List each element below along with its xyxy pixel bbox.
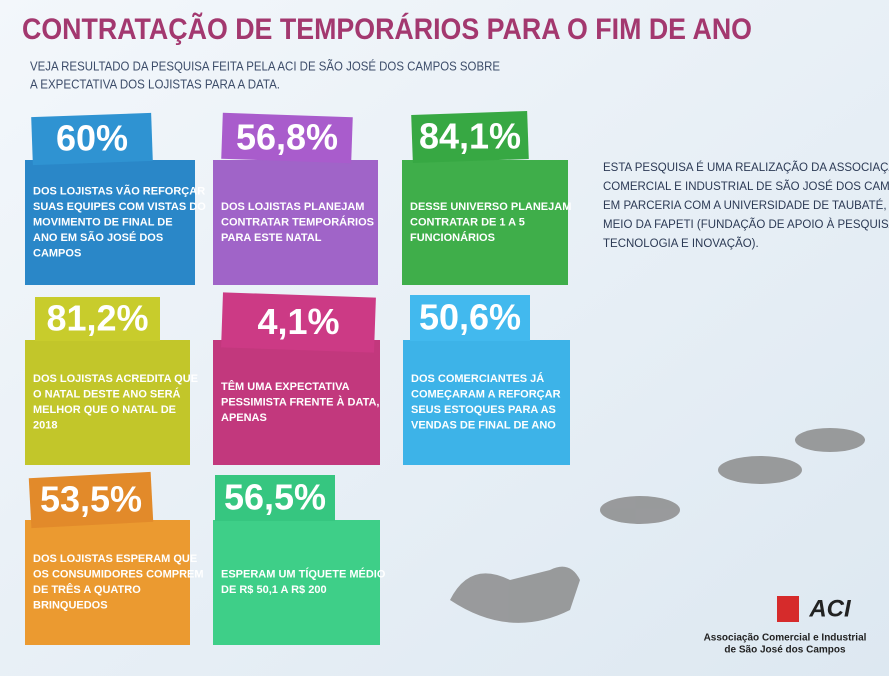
card-label-box — [221, 112, 353, 164]
subtitle: VEJA RESULTADO DA PESQUISA FEITA PELA AC… — [30, 58, 500, 73]
card-value: 60% — [56, 118, 128, 159]
card-body — [25, 160, 195, 285]
card-value: 53,5% — [40, 479, 142, 520]
card-text: DE R$ 50,1 A R$ 200 — [221, 584, 327, 596]
card-text: SUAS EQUIPES COM VISTAS DO — [33, 201, 206, 213]
subtitle: A EXPECTATIVA DOS LOJISTAS PARA A DATA. — [30, 76, 280, 91]
card-text: MOVIMENTO DE FINAL DE — [33, 216, 173, 228]
card-text: DE TRÊS A QUATRO — [33, 583, 141, 596]
card-label-box — [410, 295, 530, 341]
card-text: PARA ESTE NATAL — [221, 232, 322, 244]
note-text: MEIO DA FAPETI (FUNDAÇÃO DE APOIO À PESQ… — [603, 218, 889, 231]
card-text: CAMPOS — [33, 247, 81, 259]
card-value: 81,2% — [46, 298, 148, 339]
card-text: VENDAS DE FINAL DE ANO — [411, 420, 556, 432]
card-text: CONTRATAR DE 1 A 5 — [410, 216, 525, 228]
note-text: TECNOLOGIA E INOVAÇÃO). — [603, 237, 759, 250]
card-label-box — [28, 471, 154, 529]
card-label-box — [35, 297, 160, 341]
card-value: 50,6% — [419, 297, 521, 338]
cards: 60% DOS LOJISTAS VÃO REFORÇAR SUAS EQUIPES… — [25, 110, 571, 645]
card-text: DOS LOJISTAS PLANEJAM — [221, 201, 364, 213]
card-text: 2018 — [33, 420, 57, 432]
card-label-box — [215, 475, 335, 521]
note-text: EM PARCERIA COM A UNIVERSIDADE DE TAUBAT… — [603, 199, 889, 212]
card-body — [25, 340, 190, 465]
card-text: DOS LOJISTAS ESPERAM QUE — [33, 553, 197, 565]
card-text: SEUS ESTOQUES PARA AS — [411, 404, 556, 416]
card-value: 4,1% — [257, 301, 339, 342]
card-label-box — [411, 110, 529, 164]
card-text: DOS COMERCIANTES JÁ — [411, 372, 544, 385]
card-text: ESPERAM UM TÍQUETE MÉDIO — [221, 568, 386, 581]
card-text: OS CONSUMIDORES COMPREM — [33, 569, 204, 581]
logo-caption: Associação Comercial e Industrial — [704, 633, 867, 644]
card-value: 84,1% — [419, 116, 521, 157]
card-text: PESSIMISTA FRENTE À DATA, — [221, 395, 380, 408]
card-value: 56,5% — [224, 477, 326, 518]
card-value: 56,8% — [236, 117, 338, 158]
card-text: FUNCIONÁRIOS — [410, 231, 495, 244]
sleigh-decoration — [450, 428, 865, 623]
card-text: O NATAL DESTE ANO SERÁ — [33, 388, 181, 401]
note-text: COMERCIAL E INDUSTRIAL DE SÃO JOSÉ DOS C… — [603, 180, 889, 193]
card-body — [213, 520, 380, 645]
card-body — [403, 340, 570, 465]
card-text: CONTRATAR TEMPORÁRIOS — [221, 215, 374, 228]
card-body — [402, 160, 568, 285]
card-text: DOS LOJISTAS VÃO REFORÇAR — [33, 184, 205, 197]
card-text: COMEÇARAM A REFORÇAR — [411, 389, 561, 401]
logo-name: ACI — [808, 595, 852, 622]
title: CONTRATAÇÃO DE TEMPORÁRIOS PARA O FIM DE… — [22, 12, 752, 46]
card-label-box — [221, 292, 376, 353]
note-text: ESTA PESQUISA É UMA REALIZAÇÃO DA ASSOCI… — [603, 161, 889, 174]
card-text: DESSE UNIVERSO PLANEJAM — [410, 201, 571, 213]
card-text: ANO EM SÃO JOSÉ DOS — [33, 231, 163, 244]
logo-caption: de São José dos Campos — [724, 645, 846, 656]
card-text: MELHOR QUE O NATAL DE — [33, 404, 176, 416]
card-body — [213, 160, 378, 285]
card-body — [213, 340, 380, 465]
card-label-box — [31, 112, 153, 166]
card-text: TÊM UMA EXPECTATIVA — [221, 380, 350, 393]
logo-mark — [777, 596, 799, 622]
card-text: DOS LOJISTAS ACREDITA QUE — [33, 373, 198, 385]
card-text: APENAS — [221, 412, 267, 424]
card-body — [25, 520, 190, 645]
card-text: BRINQUEDOS — [33, 600, 108, 612]
